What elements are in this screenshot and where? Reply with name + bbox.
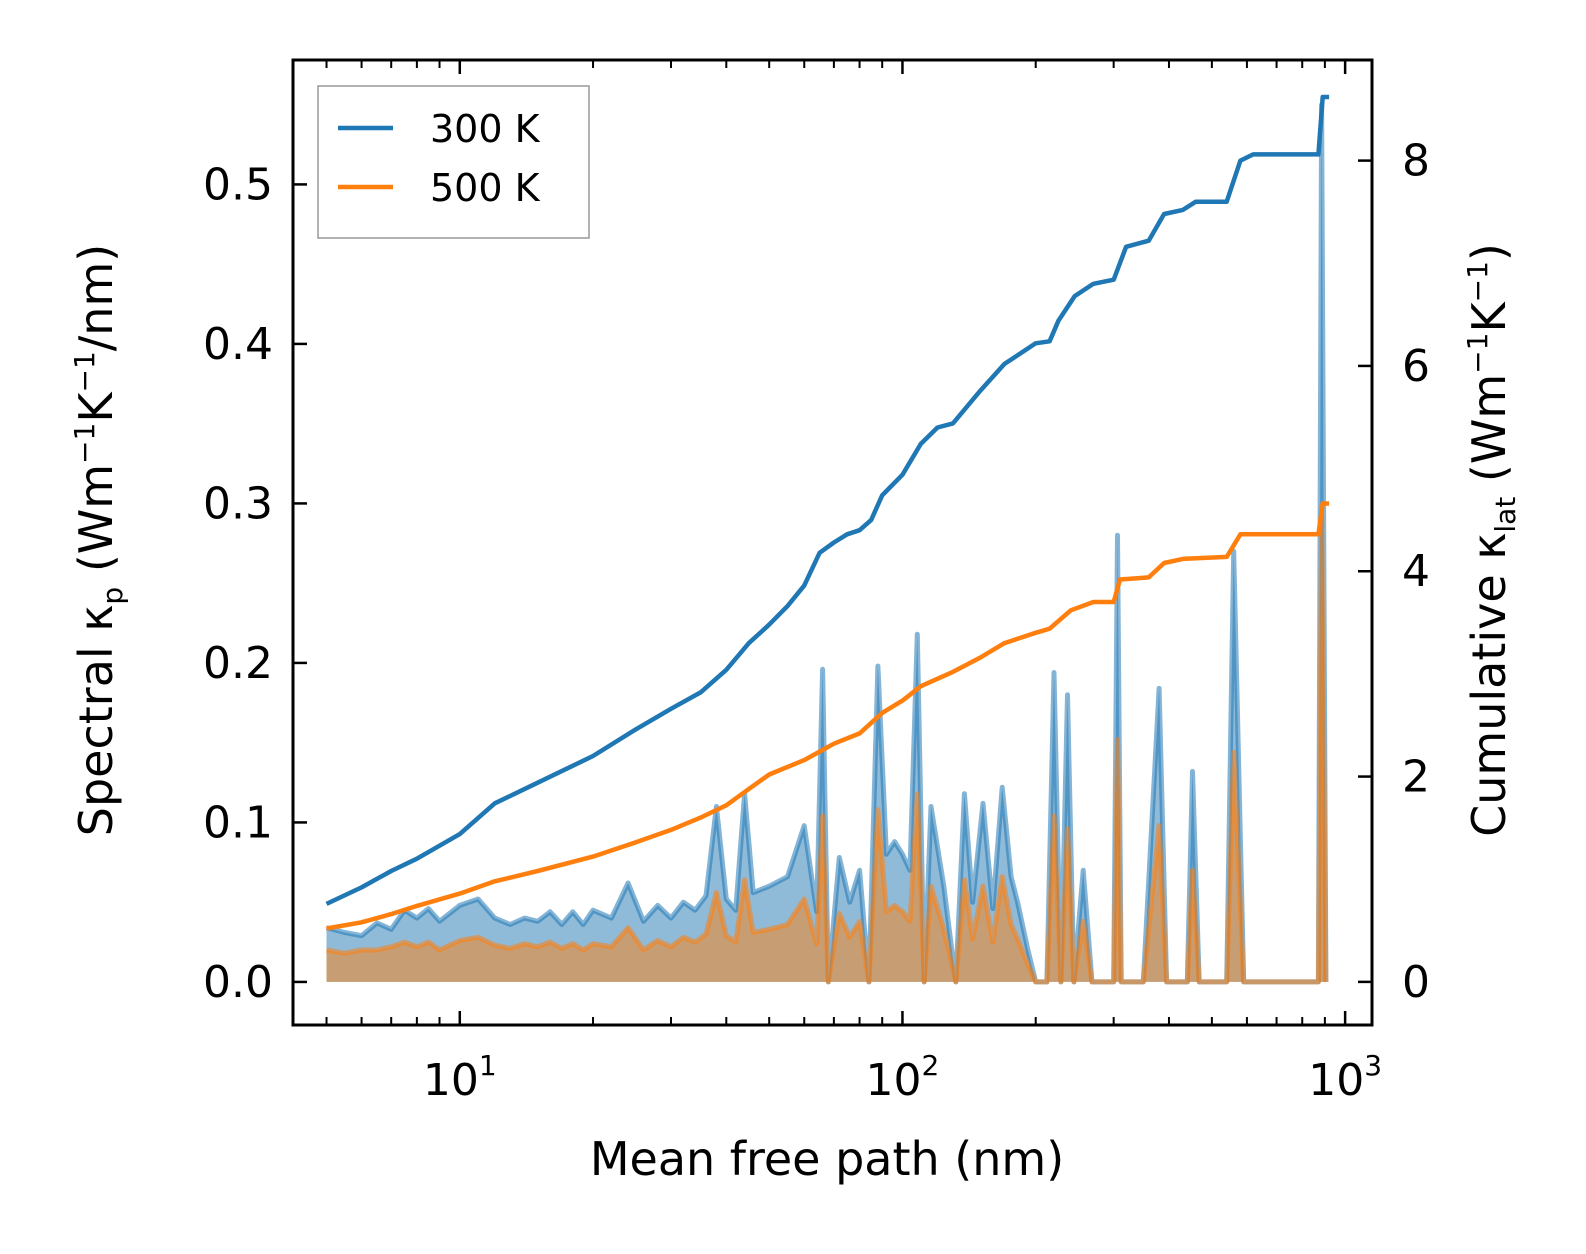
- cumulative-line-500k: [326, 501, 1330, 931]
- axis-ticks: 101 102 103 0.0 0.1 0.2 0.3 0.4 0.5 0 2 4 6 8: [203, 60, 1430, 1106]
- y-right-tick-label: 4: [1402, 546, 1430, 597]
- cumulative-line-300k: [325, 94, 1330, 906]
- y-left-tick-label: 0.2: [203, 638, 273, 689]
- legend-label-500k: 500 K: [430, 166, 541, 210]
- y-right-tick-label: 6: [1402, 341, 1430, 392]
- plot-frame: [291, 58, 1374, 1027]
- y-left-tick-label: 0.1: [203, 797, 273, 848]
- x-tick-label: 103: [1308, 1049, 1382, 1106]
- y-left-tick-label: 0.4: [203, 319, 273, 370]
- x-tick-label: 102: [866, 1049, 940, 1106]
- spectral-series: [325, 102, 1329, 985]
- legend-box: [317, 85, 590, 239]
- legend-label-300k: 300 K: [430, 107, 541, 151]
- y-left-tick-label: 0.0: [203, 957, 273, 1008]
- y-axis-title-left: Spectral κp (Wm−1K−1/nm): [68, 244, 129, 836]
- y-right-tick-label: 0: [1402, 957, 1430, 1008]
- x-axis-title: Mean free path (nm): [590, 1132, 1064, 1186]
- y-right-tick-label: 2: [1402, 752, 1430, 803]
- y-axis-title-right: Cumulative κlat (Wm−1K−1): [1461, 243, 1522, 837]
- y-left-tick-label: 0.3: [203, 478, 273, 529]
- legend: 300 K 500 K: [317, 85, 590, 239]
- spectral-line-500k: [326, 504, 1329, 985]
- cumulative-series: [325, 94, 1330, 931]
- y-right-tick-label: 8: [1402, 136, 1430, 187]
- x-tick-label: 101: [423, 1049, 497, 1106]
- y-left-tick-label: 0.5: [203, 159, 273, 210]
